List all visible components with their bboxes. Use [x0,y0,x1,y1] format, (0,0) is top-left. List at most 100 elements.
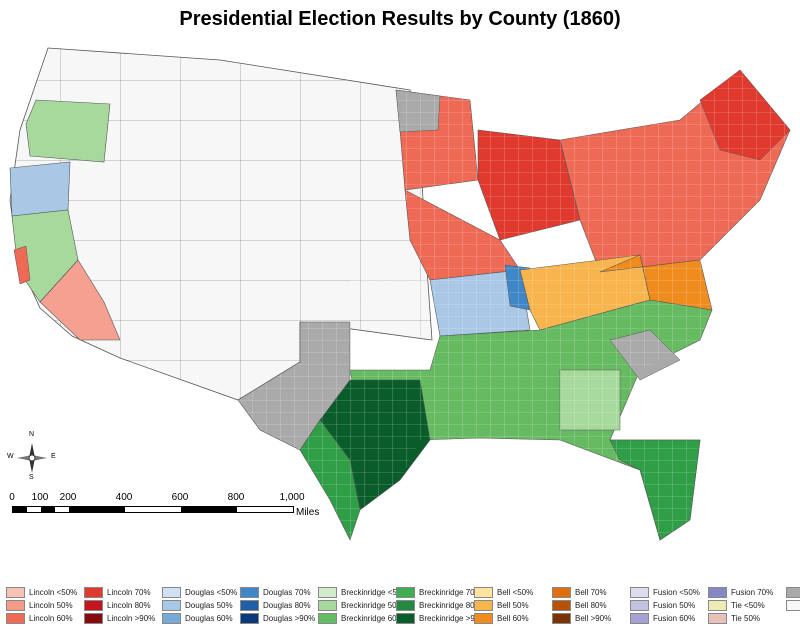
legend-label: Lincoln >90% [107,613,156,623]
legend-swatch [708,612,727,624]
legend-item: Breckinridge <50% [318,586,408,598]
legend-swatch [786,599,800,611]
scale-bar-graphic [12,506,294,513]
legend-label: Douglas <50% [185,587,238,597]
legend-label: Tie <50% [731,600,765,610]
legend-item: Fusion 50% [630,599,695,611]
legend-label: Fusion 50% [653,600,696,610]
legend-swatch [474,599,493,611]
legend: Lincoln <50% Lincoln 50% Lincoln 60% Lincol… [6,586,800,628]
map-title: Presidential Election Results by County … [179,8,621,30]
legend-swatch [708,599,727,611]
scale-tick-200: 200 [59,492,77,503]
legend-label: Bell <50% [497,587,534,597]
legend-item: Douglas <50% [162,586,237,598]
legend-swatch [162,599,181,611]
legend-label: Lincoln 50% [29,600,73,610]
legend-item: Breckinridge >90% [396,612,486,624]
legend-label: Breckinridge 70% [419,587,482,597]
county-grid-overlay [238,70,790,540]
legend-item: Bell <50% [474,586,533,598]
legend-swatch [162,612,181,624]
compass-west-label: W [7,453,14,460]
legend-swatch [396,599,415,611]
legend-item: Bell 70% [552,586,607,598]
legend-label: Breckinridge 60% [341,613,404,623]
legend-item: Fusion 60% [630,612,695,624]
legend-item: Tie 50% [708,612,760,624]
california-coast-region [13,245,31,285]
legend-label: Bell 80% [575,600,607,610]
legend-swatch [84,599,103,611]
legend-label: Douglas 80% [263,600,311,610]
compass-rose: N S W E [7,431,56,481]
legend-swatch [240,612,259,624]
legend-swatch [318,612,337,624]
scale-tick-1000: 1,000 [279,492,305,503]
legend-item: Bell 80% [552,599,607,611]
scale-bar: 0 100 200 400 600 800 1,000 Miles [8,492,338,522]
legend-label: Breckinridge >90% [419,613,487,623]
legend-item: Territory [786,599,800,611]
california-north-region [9,161,71,217]
legend-item: Fusion <50% [630,586,700,598]
legend-item: Breckinridge 80% [396,599,482,611]
scale-tick-800: 800 [227,492,245,503]
legend-label: Douglas >90% [263,613,316,623]
legend-label: Bell >90% [575,613,612,623]
legend-item: Breckinridge 50% [318,599,404,611]
legend-swatch [318,586,337,598]
legend-swatch [240,599,259,611]
legend-item: Fusion 70% [708,586,773,598]
legend-swatch [708,586,727,598]
territory-boundaries [10,48,432,400]
legend-label: Douglas 60% [185,613,233,623]
legend-item: Lincoln <50% [6,586,77,598]
legend-label: Fusion 70% [731,587,774,597]
legend-label: Fusion <50% [653,587,700,597]
legend-swatch [6,586,25,598]
legend-item: Lincoln >90% [84,612,155,624]
legend-label: Douglas 70% [263,587,311,597]
legend-swatch [84,612,103,624]
legend-label: Bell 70% [575,587,607,597]
legend-item: Bell 50% [474,599,529,611]
legend-label: Lincoln 70% [107,587,151,597]
legend-swatch [318,599,337,611]
california-south-region [39,259,121,341]
election-map [0,40,800,580]
legend-swatch [630,612,649,624]
legend-item: Breckinridge 70% [396,586,482,598]
legend-swatch [630,586,649,598]
compass-south-label: S [29,474,34,481]
legend-item: Lincoln 60% [6,612,73,624]
oregon-region [25,99,111,163]
legend-item: Lincoln 70% [84,586,151,598]
legend-swatch [162,586,181,598]
legend-item: Bell >90% [552,612,611,624]
legend-item: Douglas 50% [162,599,233,611]
legend-item: Douglas >90% [240,612,315,624]
legend-label: Lincoln 60% [29,613,73,623]
legend-swatch [630,599,649,611]
legend-swatch [552,612,571,624]
legend-label: Fusion 60% [653,613,696,623]
legend-item: Lincoln 50% [6,599,73,611]
legend-swatch [6,599,25,611]
legend-label: Bell 60% [497,613,529,623]
compass-north-label: N [29,431,35,438]
scale-tick-100: 100 [31,492,49,503]
legend-swatch [474,612,493,624]
legend-swatch [240,586,259,598]
legend-item: Douglas 80% [240,599,311,611]
legend-swatch [6,612,25,624]
scale-unit-label: Miles [296,507,320,518]
legend-item: Lincoln 80% [84,599,151,611]
legend-swatch [786,586,800,598]
legend-swatch [84,586,103,598]
scale-tick-0: 0 [9,492,15,503]
legend-item: Tie <50% [708,599,765,611]
legend-label: Douglas 50% [185,600,233,610]
legend-label: Lincoln 80% [107,600,151,610]
legend-swatch [552,586,571,598]
